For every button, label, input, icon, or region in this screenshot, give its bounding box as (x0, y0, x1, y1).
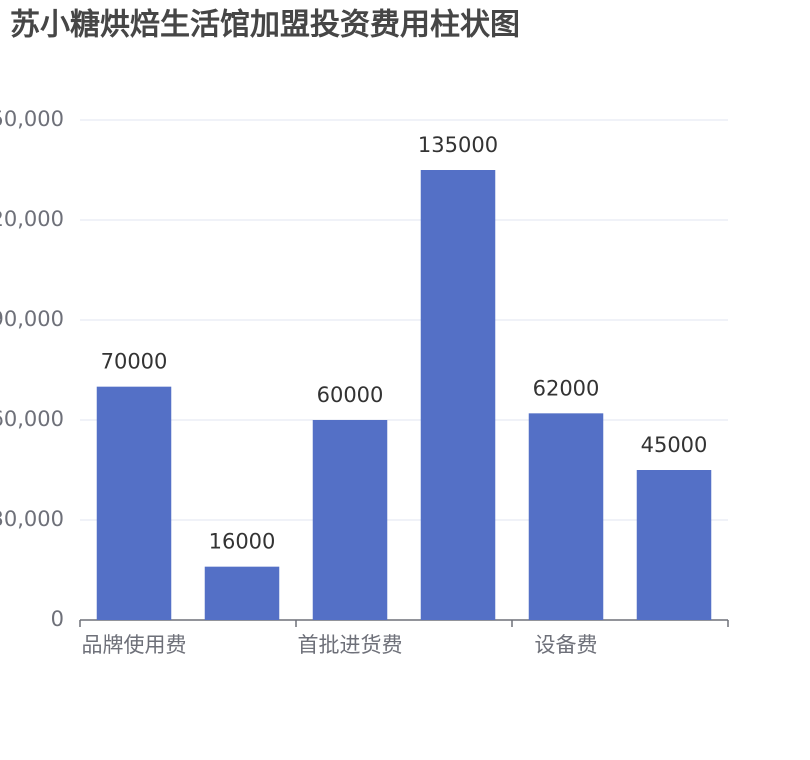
x-tick-label: 设备费 (535, 633, 598, 657)
value-label: 135000 (418, 133, 498, 157)
y-tick-label: 60,000 (0, 407, 64, 431)
x-tick-label: 首批进货费 (298, 633, 403, 657)
y-tick-label: 90,000 (0, 307, 64, 331)
value-label: 16000 (209, 530, 276, 554)
y-tick-label: 30,000 (0, 507, 64, 531)
bar (528, 413, 604, 620)
x-tick-label: 品牌使用费 (82, 633, 187, 657)
value-label: 70000 (101, 350, 168, 374)
value-label: 60000 (317, 383, 384, 407)
chart-title: 苏小糖烘焙生活馆加盟投资费用柱状图 (10, 8, 520, 43)
value-label: 62000 (533, 376, 600, 400)
bar (96, 386, 172, 620)
bar (420, 170, 496, 620)
value-label: 45000 (641, 433, 708, 457)
bar (204, 566, 280, 620)
bar (636, 470, 712, 620)
y-tick-label: 0 (51, 607, 64, 631)
y-tick-label: 150,000 (0, 107, 64, 131)
y-tick-label: 120,000 (0, 207, 64, 231)
bar (312, 420, 388, 620)
